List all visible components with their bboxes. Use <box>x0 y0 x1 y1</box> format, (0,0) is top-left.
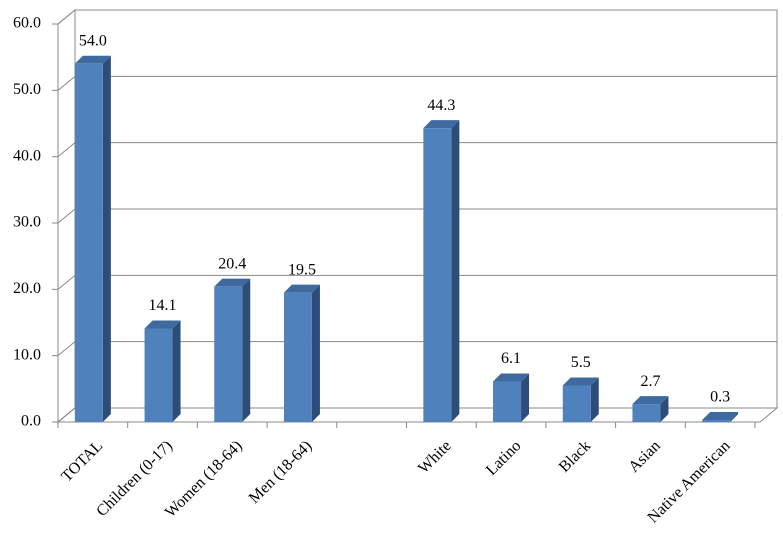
bar-top <box>702 412 739 421</box>
value-label: 6.1 <box>501 350 521 367</box>
y-tick-label: 0.0 <box>21 413 41 430</box>
grid-line <box>57 75 76 91</box>
bar <box>214 286 243 422</box>
bar-top <box>562 377 599 386</box>
bar-top <box>74 55 111 64</box>
bar-side <box>590 377 599 422</box>
bar-side <box>102 55 111 423</box>
grid-line <box>57 274 76 290</box>
grid-line <box>57 142 76 158</box>
x-tick-label: Latino <box>483 437 525 479</box>
bar <box>74 63 103 423</box>
bar-side <box>730 412 739 422</box>
bar <box>562 385 591 422</box>
bar <box>144 328 173 422</box>
y-tick-label: 60.0 <box>13 15 41 32</box>
x-tick-label: TOTAL <box>58 437 106 485</box>
bar <box>702 420 731 422</box>
bar-top <box>214 278 251 287</box>
x-tick-label: White <box>415 437 455 477</box>
grid-line <box>57 341 76 357</box>
value-label: 19.5 <box>288 261 316 278</box>
bar-top <box>144 320 181 329</box>
grid-line <box>57 407 76 423</box>
value-label: 5.5 <box>571 354 591 371</box>
bar <box>283 292 312 422</box>
value-label: 44.3 <box>427 97 455 114</box>
bar-top <box>283 284 320 293</box>
bar-side <box>660 396 669 422</box>
y-tick-label: 20.0 <box>13 280 41 297</box>
bar <box>423 128 452 423</box>
y-tick-label: 40.0 <box>13 147 41 164</box>
bar-side <box>172 320 181 422</box>
bar <box>493 381 522 422</box>
bar <box>632 404 661 422</box>
y-tick-label: 50.0 <box>13 81 41 98</box>
bar-side <box>521 373 530 422</box>
x-tick-label: Men (18-64) <box>246 437 316 507</box>
bar-side <box>451 120 460 422</box>
value-label: 14.1 <box>149 297 177 314</box>
bar-side <box>311 284 320 422</box>
value-label: 2.7 <box>640 373 660 390</box>
bar-side <box>242 278 251 422</box>
value-label: 20.4 <box>218 255 246 272</box>
grid-line <box>57 208 76 224</box>
y-tick-label: 10.0 <box>13 346 41 363</box>
x-tick-label: Asian <box>625 437 663 475</box>
grid-line <box>57 9 76 25</box>
bar-top <box>632 396 669 405</box>
x-tick-label: Black <box>556 437 594 475</box>
value-label: 54.0 <box>79 32 107 49</box>
bar-top <box>493 373 530 382</box>
bar-top <box>423 120 460 129</box>
y-tick-label: 30.0 <box>13 214 41 231</box>
value-label: 0.3 <box>710 389 730 406</box>
